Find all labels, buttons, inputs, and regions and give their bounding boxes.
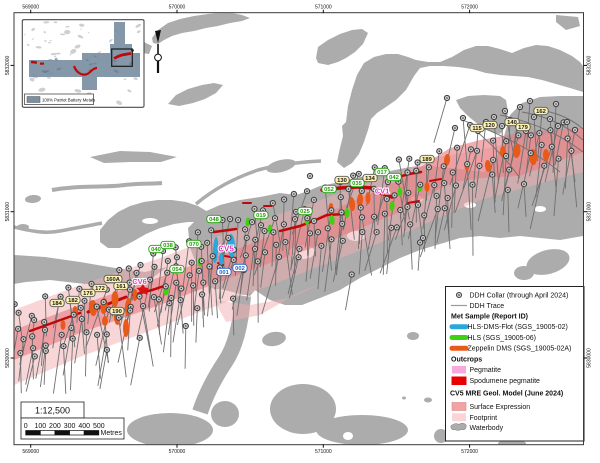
svg-text:570000: 570000 (169, 449, 186, 455)
svg-text:001: 001 (219, 270, 229, 276)
svg-text:182: 182 (68, 298, 78, 304)
svg-text:100: 100 (34, 423, 46, 430)
svg-text:570000: 570000 (169, 5, 186, 11)
svg-text:300: 300 (64, 423, 76, 430)
svg-text:Pegmatite: Pegmatite (470, 367, 502, 374)
svg-text:Surface Expression: Surface Expression (470, 404, 531, 411)
svg-text:572000: 572000 (461, 5, 478, 11)
svg-text:190: 190 (112, 309, 122, 315)
svg-text:500: 500 (93, 423, 105, 430)
svg-text:Spodumene pegmatite: Spodumene pegmatite (470, 378, 541, 385)
svg-text:CV5: CV5 (218, 245, 234, 254)
svg-text:189: 189 (422, 157, 432, 163)
svg-text:040: 040 (151, 247, 161, 253)
svg-text:019: 019 (256, 213, 266, 219)
svg-text:Outcrops: Outcrops (451, 357, 482, 364)
svg-text:100% Patriot Battery Metals: 100% Patriot Battery Metals (42, 98, 95, 103)
svg-text:052: 052 (324, 187, 334, 193)
svg-text:400: 400 (78, 423, 90, 430)
svg-text:120: 120 (485, 123, 495, 129)
svg-text:CV1: CV1 (375, 187, 390, 196)
svg-text:Waterbody: Waterbody (470, 425, 504, 432)
svg-text:DDH Trace: DDH Trace (470, 303, 505, 310)
svg-text:035: 035 (352, 181, 362, 187)
svg-text:025: 025 (300, 209, 310, 215)
svg-text:572000: 572000 (461, 449, 478, 455)
svg-text:176: 176 (83, 291, 93, 297)
svg-text:140: 140 (507, 120, 517, 126)
svg-text:002: 002 (235, 266, 245, 272)
svg-text:161: 161 (116, 284, 126, 290)
svg-text:130: 130 (337, 178, 347, 184)
svg-text:Metres: Metres (101, 430, 123, 437)
svg-text:042: 042 (389, 175, 399, 181)
svg-text:HLS (SGS_19005-06): HLS (SGS_19005-06) (468, 335, 536, 342)
svg-text:5830000: 5830000 (5, 348, 11, 368)
svg-text:172: 172 (95, 286, 105, 292)
svg-text:200: 200 (49, 423, 61, 430)
svg-text:5831000: 5831000 (5, 202, 11, 222)
svg-text:134: 134 (365, 176, 375, 182)
svg-text:115: 115 (472, 126, 482, 132)
svg-text:CV6: CV6 (132, 277, 147, 286)
svg-text:5831000: 5831000 (587, 202, 593, 222)
svg-text:1:12,500: 1:12,500 (35, 406, 70, 416)
svg-text:0: 0 (24, 423, 28, 430)
svg-text:569000: 569000 (22, 449, 39, 455)
svg-text:054: 054 (172, 267, 182, 273)
svg-text:Met Sample (Report ID): Met Sample (Report ID) (451, 314, 528, 321)
svg-text:5832000: 5832000 (587, 55, 593, 75)
svg-text:017: 017 (377, 170, 387, 176)
svg-text:179: 179 (518, 125, 528, 131)
svg-text:HLS-DMS-Flot (SGS_19005-02): HLS-DMS-Flot (SGS_19005-02) (468, 324, 568, 331)
svg-text:162: 162 (536, 109, 546, 115)
svg-text:070: 070 (189, 242, 199, 248)
svg-text:CV5 MRE Geol. Model (June 2024: CV5 MRE Geol. Model (June 2024) (450, 391, 563, 398)
svg-text:Zeppelin DMS (SGS_19005-02A): Zeppelin DMS (SGS_19005-02A) (468, 346, 572, 353)
svg-text:184: 184 (52, 301, 62, 307)
svg-text:571000: 571000 (315, 5, 332, 11)
svg-text:048: 048 (209, 217, 219, 223)
svg-text:DDH Collar (through April 2024: DDH Collar (through April 2024) (470, 293, 569, 300)
svg-text:5830000: 5830000 (587, 348, 593, 368)
svg-text:Footprint: Footprint (470, 415, 498, 422)
svg-text:569000: 569000 (22, 5, 39, 11)
svg-text:5832000: 5832000 (5, 55, 11, 75)
svg-text:038: 038 (163, 243, 173, 249)
svg-text:571000: 571000 (315, 449, 332, 455)
